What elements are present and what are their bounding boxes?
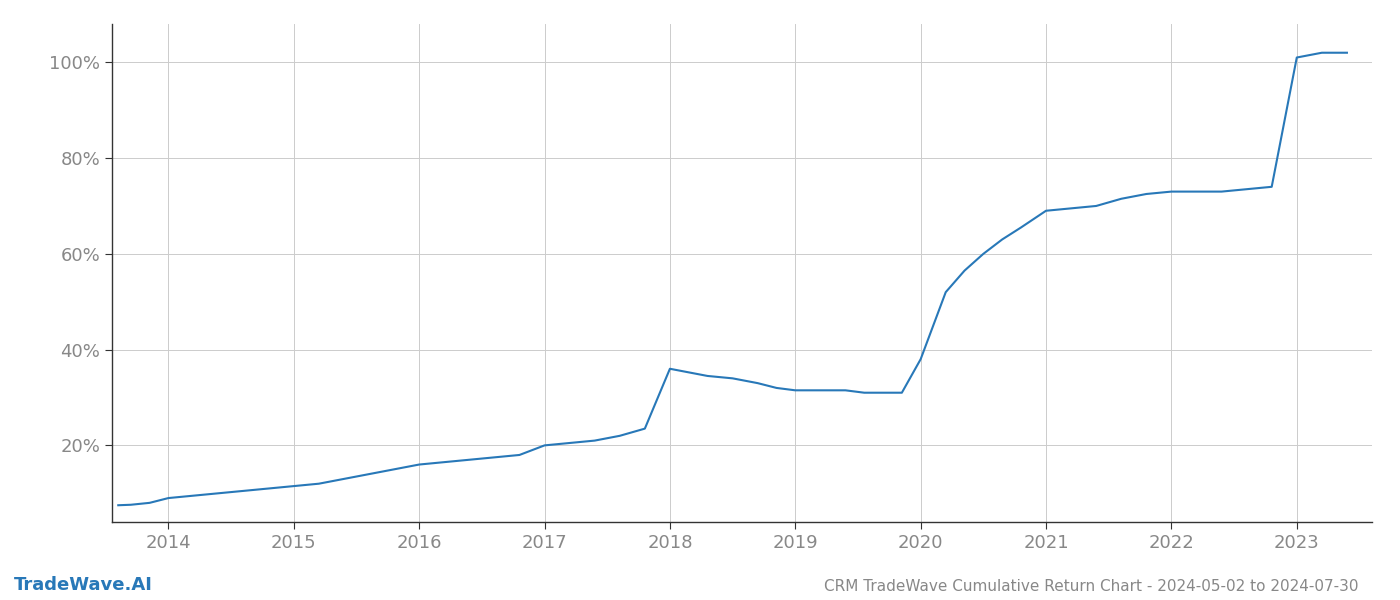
- Text: CRM TradeWave Cumulative Return Chart - 2024-05-02 to 2024-07-30: CRM TradeWave Cumulative Return Chart - …: [823, 579, 1358, 594]
- Text: TradeWave.AI: TradeWave.AI: [14, 576, 153, 594]
